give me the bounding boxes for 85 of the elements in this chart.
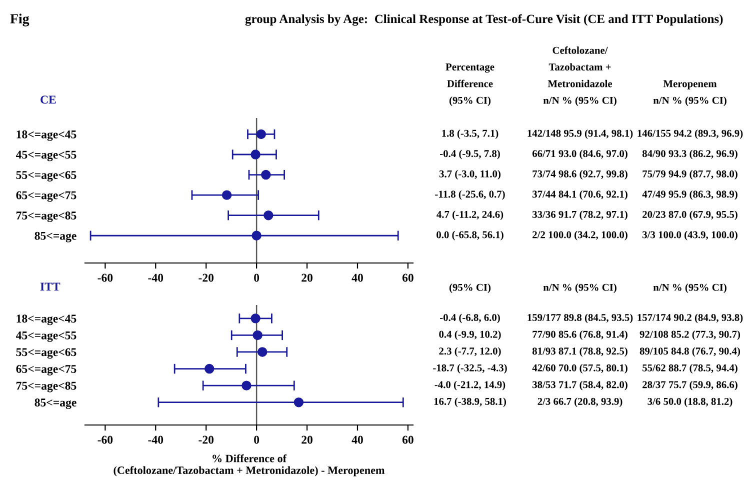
text: 55/62 88.7 (78.5, 94.4) (642, 364, 738, 374)
text: 146/155 94.2 (89.3, 96.9) (638, 130, 743, 139)
x-tick-label: 40 (352, 436, 363, 444)
y-tick-label: 65<=age<75 (16, 365, 76, 376)
x-tick-label: -60 (98, 436, 113, 444)
text: 75/79 94.9 (87.7, 98.0) (642, 170, 738, 180)
point (250, 314, 260, 324)
x-tick-label: 20 (302, 436, 312, 444)
x-tick-label: -60 (98, 274, 113, 282)
y-tick-label: 45<=age<55 (16, 150, 76, 162)
text: Percentage Difference (95% CI) (446, 64, 494, 106)
y-tick-label: 55<=age<65 (16, 171, 76, 182)
text: 1.8 (-3.5, 7.1) (442, 130, 498, 139)
y-tick-label: 75<=age<85 (16, 212, 76, 222)
x-tick-label: 40 (352, 274, 363, 282)
x-tick-label: -40 (148, 274, 164, 282)
text: -18.7 (-32.5, -4.3) (433, 364, 507, 374)
x-tick-label: -40 (148, 436, 164, 444)
text: 89/105 84.8 (76.7, 90.4) (640, 347, 740, 357)
point (250, 150, 260, 160)
text: 142/148 95.9 (91.4, 98.1) (528, 130, 633, 139)
y-tick-label: 45<=age<55 (16, 331, 76, 342)
text: 38/53 71.7 (58.4, 82.0) (532, 380, 628, 390)
text: 42/60 70.0 (57.5, 80.1) (532, 364, 628, 374)
y-tick-label: 85<=age (34, 232, 76, 242)
text: (95% CI) (449, 284, 491, 293)
point (294, 397, 304, 408)
x-axis-title: % Difference of (Ceftolozane/Tazobactam + Metronidazole) - Meropenem (114, 454, 385, 476)
text: 3/3 100.0 (43.9, 100.0) (642, 230, 738, 240)
x-tick-label: 60 (402, 274, 414, 282)
text: 4.7 (-11.2, 24.6) (436, 210, 504, 220)
text: 33/36 91.7 (78.2, 97.1) (532, 210, 628, 220)
point (242, 380, 252, 390)
text: 0.0 (-65.8, 56.1) (436, 230, 504, 240)
text: 159/177 89.8 (84.5, 93.5) (528, 314, 633, 324)
text: 28/37 75.7 (59.9, 86.6) (642, 380, 738, 390)
text: 73/74 98.6 (92.7, 99.8) (532, 170, 628, 180)
point (256, 129, 266, 140)
point (252, 330, 262, 340)
text: -0.4 (-9.5, 7.8) (440, 150, 500, 160)
text: 47/49 95.9 (86.3, 98.9) (642, 190, 738, 200)
x-tick-label: 20 (302, 274, 312, 282)
text: group Analysis by Age: Clinical Response at Test-of-Cure Visit (CE and ITT Populations) (245, 14, 723, 26)
text: n/N % (95% CI) (653, 284, 726, 293)
x-tick-label: 60 (402, 436, 414, 444)
text: 2.3 (-7.7, 12.0) (439, 347, 501, 357)
x-tick-label: 0 (254, 436, 260, 444)
text: 66/71 93.0 (84.6, 97.0) (532, 150, 628, 160)
text: 92/108 85.2 (77.3, 90.7) (640, 330, 740, 340)
y-tick-label: 65<=age<75 (16, 191, 76, 202)
chart-subtitle: CE (40, 96, 56, 104)
text: 84/90 93.3 (86.2, 96.9) (642, 150, 738, 160)
text: 77/90 85.6 (76.8, 91.4) (532, 330, 628, 340)
text: 0.4 (-9.9, 10.2) (439, 330, 501, 340)
point (252, 230, 262, 240)
point (204, 364, 214, 374)
text: -11.8 (-25.6, 0.7) (435, 190, 505, 200)
text: 3.7 (-3.0, 11.0) (439, 170, 500, 180)
x-tick-label: -20 (198, 274, 214, 282)
y-tick-label: 75<=age<85 (16, 382, 76, 392)
x-tick-label: -20 (198, 436, 214, 444)
y-tick-label: 85<=age (34, 398, 76, 409)
text: n/N % (95% CI) (543, 284, 616, 293)
text: Ceftolozane/ Tazobactam + Metronidazole n/N % (95% CI) (543, 46, 616, 106)
text: Meropenem n/N % (95% CI) (653, 80, 726, 106)
x-tick-label: 0 (254, 274, 260, 282)
text: 2/2 100.0 (34.2, 100.0) (532, 230, 628, 240)
text: Fig (10, 14, 30, 26)
point (264, 210, 274, 220)
y-tick-label: 55<=age<65 (16, 348, 76, 359)
chart-subtitle: ITT (40, 282, 60, 290)
point (222, 190, 232, 200)
y-tick-label: 18<=age<45 (16, 130, 76, 141)
text: -0.4 (-6.8, 6.0) (440, 314, 500, 324)
text: 157/174 90.2 (84.9, 93.8) (638, 314, 743, 324)
text: 20/23 87.0 (67.9, 95.5) (642, 210, 738, 220)
text: 81/93 87.1 (78.8, 92.5) (532, 347, 628, 357)
text: 37/44 84.1 (70.6, 92.1) (532, 190, 628, 200)
text: -4.0 (-21.2, 14.9) (434, 380, 506, 390)
point (258, 347, 268, 357)
text: 2/3 66.7 (20.8, 93.9) (538, 398, 622, 408)
point (261, 170, 271, 180)
text: 16.7 (-38.9, 58.1) (434, 398, 506, 408)
text: 3/6 50.0 (18.8, 81.2) (648, 398, 732, 408)
y-tick-label: 18<=age<45 (16, 314, 76, 326)
